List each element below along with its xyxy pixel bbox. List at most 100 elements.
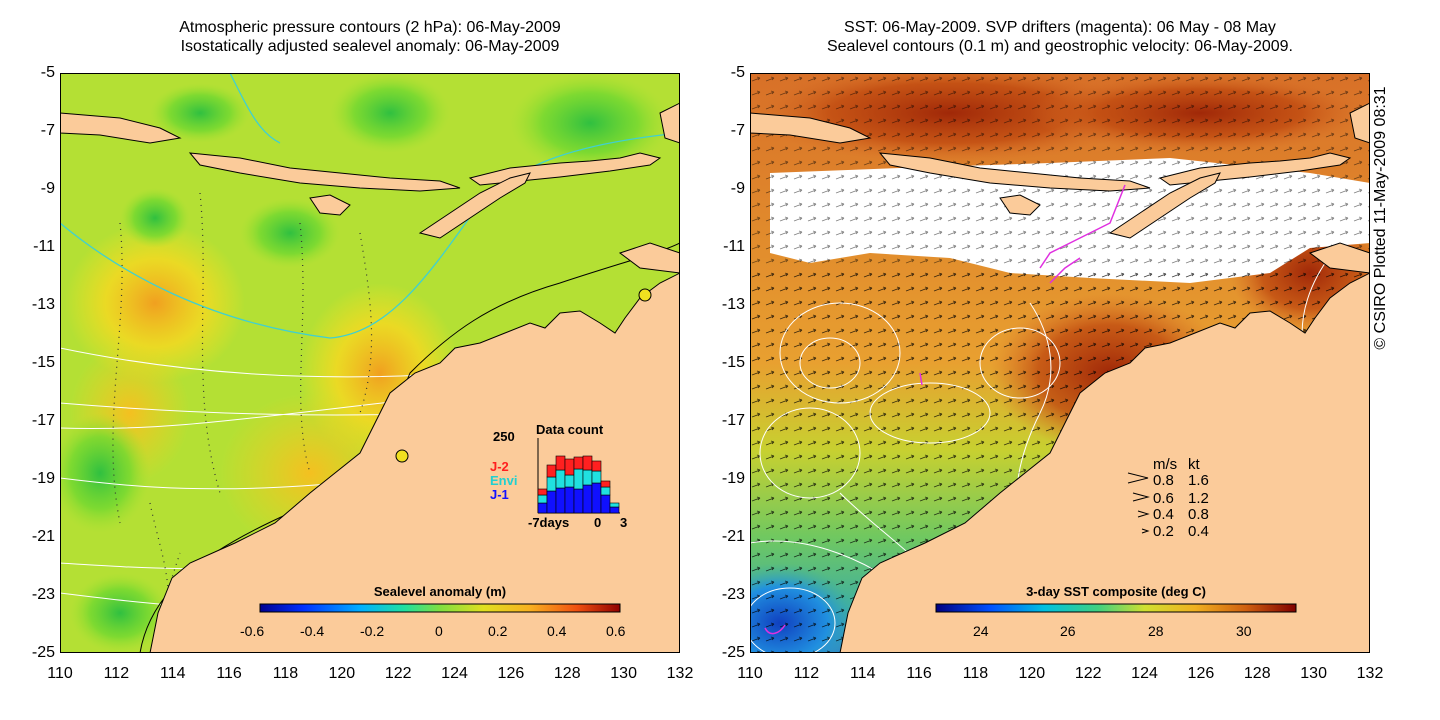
histogram-bar [564,486,575,514]
sst-colorbar-tick: 26 [1060,623,1076,639]
left-y-tick-label: -9 [40,180,55,197]
legend-j2: J-2 [490,459,509,474]
histogram-bar [591,470,602,484]
left-x-tick-label: 118 [272,665,299,682]
left-x-tick-label: 116 [216,665,242,682]
velocity-legend-kt: 1.6 [1188,472,1209,489]
velocity-legend-ms: 0.4 [1153,506,1174,523]
anomaly-high-blob [65,223,245,383]
histogram-bar [564,458,575,476]
histogram-bar [600,480,611,488]
sealevel-colorbar [259,603,621,613]
right-y-tick-label: -25 [721,644,745,661]
right-x-tick-label: 120 [1018,665,1046,682]
left-y-tick-label: -7 [40,122,55,139]
sealevel-anomaly-svg [60,73,680,653]
pressure-contour-cyan [60,132,680,339]
data-count-title: Data count [536,422,604,437]
histogram-bar [573,468,584,490]
colorbar-tick: -0.2 [360,623,385,639]
histogram-bar [555,455,566,471]
right-y-tick-label: -11 [723,238,745,255]
left-x-tick-label: 130 [610,665,637,682]
right-y-tick-label: -13 [721,296,745,313]
right-y-tick-label: -5 [730,64,745,81]
histogram-bar [546,464,557,478]
histogram-bars [537,455,620,514]
histogram-bar [582,455,593,471]
histogram-bar [555,469,566,489]
histogram-bar [537,502,548,514]
sealevel-anomaly-map: Sealevel anomaly (m) -0.6 -0.4 -0.2 0 0.… [60,73,680,653]
pressure-contour-cyan [229,73,281,144]
histogram-bar [582,469,593,486]
left-x-tick-label: 110 [47,665,73,682]
right-x-tick-label: 110 [737,665,763,682]
colorbar-tick: -0.4 [300,623,325,639]
islands [60,102,680,274]
svp-drifter-tracks [764,184,1126,635]
left-y-tick-label: -19 [31,470,55,487]
islands [750,102,1370,274]
left-y-tick-label: -23 [31,586,55,603]
velocity-legend-kt: 1.2 [1188,490,1209,507]
right-x-tick-label: 116 [906,665,932,682]
left-x-tick-label: 124 [441,665,468,682]
anomaly-low-blob [330,73,450,153]
histogram-bar [573,488,584,514]
colorbar-tick: 0.2 [488,623,508,639]
left-y-tick-label: -17 [31,412,55,429]
right-y-tick-label: -21 [721,528,745,545]
sst-colorbar-tick: 28 [1148,623,1164,639]
sealevel-colorbar-label: Sealevel anomaly (m) [373,584,507,599]
right-y-tick-label: -7 [730,122,745,139]
histogram-bar [600,486,611,496]
left-x-tick-label: 128 [553,665,581,682]
legend-j1: J-1 [490,487,509,502]
left-y-tick-label: -25 [31,644,55,661]
anomaly-low-blob [60,413,150,533]
left-y-tick-label: -15 [31,354,55,371]
data-count-x-right: 3 [620,515,628,530]
histogram-bar [609,506,620,514]
colorbar-tick: -0.6 [240,623,265,639]
anomaly-low-blob [120,188,190,248]
velocity-legend-header-ms: m/s [1153,456,1178,473]
right-y-tick-label: -15 [721,354,745,371]
right-y-tick-label: -23 [721,586,745,603]
right-title-line2: Sealevel contours (0.1 m) and geostrophi… [826,38,1293,55]
right-x-tick-label: 122 [1074,665,1102,682]
velocity-legend-kt: 0.8 [1188,506,1209,523]
histogram-bar [591,460,602,472]
anomaly-low-blob [510,73,670,173]
colorbar-tick: 0.6 [606,623,626,639]
tide-gauge-marker [395,449,409,463]
sst-colorbar-gradient [935,603,1297,613]
left-title-line1: Atmospheric pressure contours (2 hPa): 0… [179,19,561,36]
histogram-bar [573,456,584,470]
left-y-tick-label: -21 [31,528,55,545]
legend-envi: Envi [490,473,518,488]
histogram-bar [564,474,575,488]
right-x-tick-label: 118 [962,665,989,682]
left-y-tick-label: -13 [31,296,55,313]
left-y-tick-label: -11 [33,238,55,255]
left-y-tick-label: -5 [40,64,55,81]
anomaly-low-blob [240,198,340,268]
right-y-tick-label: -19 [721,470,745,487]
velocity-legend-header-kt: kt [1188,456,1200,473]
right-y-tick-label: -17 [721,412,745,429]
sealevel-colorbar-gradient [259,603,621,613]
histogram-bar [537,488,548,496]
right-x-tick-label: 132 [1356,665,1384,682]
right-x-tick-label: 112 [793,665,820,682]
data-count-x-mid: 0 [594,515,602,530]
right-x-tick-label: 126 [1187,665,1215,682]
colorbar-tick: 0.4 [547,623,567,639]
sst-map: 3-day SST composite (deg C) 24 26 28 30 … [750,73,1370,653]
australia-landmass [839,272,1370,653]
right-x-tick-label: 128 [1243,665,1271,682]
histogram-bar [537,494,548,504]
sst-svg [750,73,1370,653]
australia-landmass [149,272,680,653]
